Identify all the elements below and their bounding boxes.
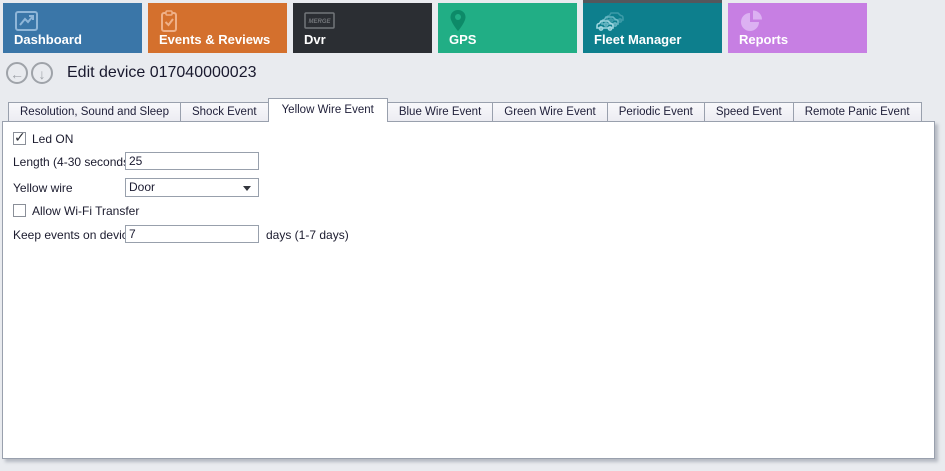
chevron-down-icon [243,186,251,191]
nav-tile-label: Reports [739,32,789,47]
back-button[interactable]: ← [6,62,28,84]
yellow-wire-label: Yellow wire [13,181,73,195]
nav-tile-label: Events & Reviews [159,32,271,47]
nav-tile-dvr[interactable]: MERGE Dvr [293,3,432,53]
tab-remote-panic-event[interactable]: Remote Panic Event [792,102,922,122]
page-title: Edit device 017040000023 [67,64,257,81]
nav-tile-label: Fleet Manager [594,32,682,47]
yellow-wire-selected-value: Door [129,180,156,194]
nav-tile-label: Dashboard [14,32,82,47]
yellow-wire-select[interactable]: Door [125,178,259,197]
fleet-cars-icon [594,9,630,33]
tab-green-wire-event[interactable]: Green Wire Event [492,102,608,122]
back-arrow-icon: ← [10,66,24,82]
nav-tile-label: Dvr [304,32,326,47]
location-pin-icon [449,9,467,33]
tab-content-panel: Led ON Length (4-30 seconds) Yellow wire… [2,121,935,459]
led-on-label: Led ON [32,132,74,146]
keep-events-input[interactable] [125,225,259,243]
tab-yellow-wire-event[interactable]: Yellow Wire Event [267,98,388,122]
nav-tile-label: GPS [449,32,477,47]
keep-events-label: Keep events on device [13,228,135,242]
length-label: Length (4-30 seconds) [13,155,134,169]
tab-shock-event[interactable]: Shock Event [179,102,269,122]
nav-tile-events-reviews[interactable]: Events & Reviews [148,3,287,53]
nav-tile-gps[interactable]: GPS [438,3,577,53]
tab-strip: Resolution, Sound and Sleep Shock Event … [8,98,922,122]
selected-tile-indicator [583,0,722,3]
wifi-transfer-label: Allow Wi-Fi Transfer [32,204,140,218]
tab-periodic-event[interactable]: Periodic Event [606,102,705,122]
tab-speed-event[interactable]: Speed Event [703,102,794,122]
down-arrow-icon: ↓ [38,66,46,82]
clipboard-check-icon [159,9,179,33]
led-on-checkbox[interactable] [13,129,26,146]
dvr-device-icon: MERGE [304,9,336,33]
length-input[interactable] [125,152,259,170]
pie-chart-icon [739,9,765,33]
keep-events-suffix: days (1-7 days) [266,228,349,242]
tab-resolution-sound-sleep[interactable]: Resolution, Sound and Sleep [8,102,181,122]
down-button[interactable]: ↓ [31,62,53,84]
chart-up-icon [14,9,40,33]
wifi-transfer-checkbox[interactable] [13,204,26,217]
nav-tile-fleet-manager[interactable]: Fleet Manager [583,3,722,53]
nav-tile-dashboard[interactable]: Dashboard [3,3,142,53]
dvr-icon-text: MERGE [308,19,331,25]
nav-tile-reports[interactable]: Reports [728,3,867,53]
tab-blue-wire-event[interactable]: Blue Wire Event [386,102,494,122]
